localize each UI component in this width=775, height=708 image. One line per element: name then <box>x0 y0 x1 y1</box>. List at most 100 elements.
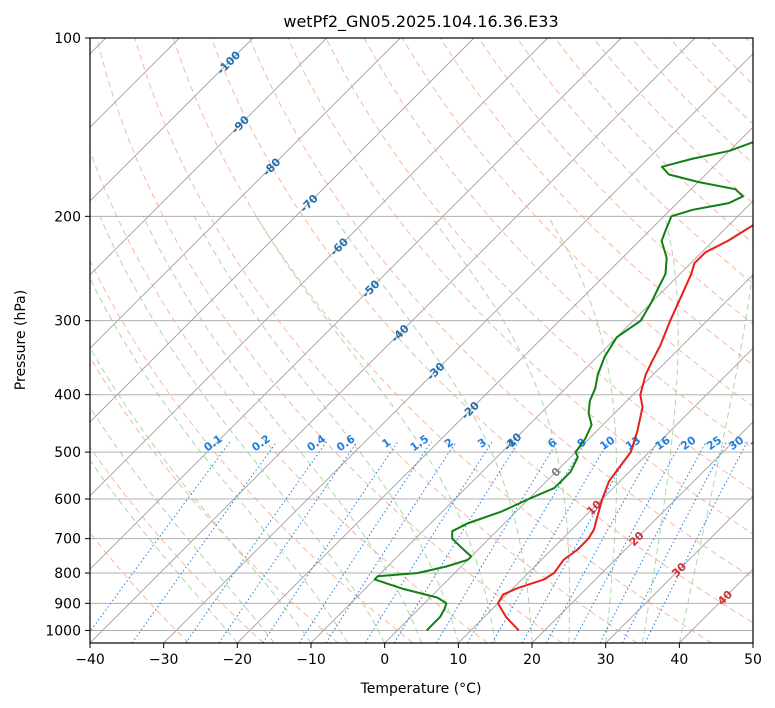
mixing-ratio-line <box>521 441 637 643</box>
dry-adiabat-line <box>707 38 753 86</box>
moist-adiabat-line <box>193 216 459 643</box>
dry-adiabat-line <box>90 356 339 643</box>
mixing-ratio-line <box>298 441 432 643</box>
mixing-ratio-label: 1.5 <box>408 432 431 454</box>
x-tick-label: −30 <box>149 652 179 668</box>
dry-adiabat-line <box>325 38 753 492</box>
mixing-ratio-line <box>364 441 493 643</box>
dry-adiabat-line <box>90 149 488 643</box>
plot-frame <box>89 37 754 644</box>
isotherm-label: -40 <box>389 322 412 345</box>
isotherm-line <box>457 347 753 643</box>
moist-adiabat-line <box>90 406 275 643</box>
x-tick-label: 0 <box>380 652 389 668</box>
isotherm-line <box>90 38 549 497</box>
mixing-ratio-line <box>325 441 457 643</box>
isotherm-line <box>90 38 475 423</box>
dry-adiabat-line <box>669 38 753 125</box>
background-lines <box>90 38 753 643</box>
moist-adiabat-line <box>90 346 312 643</box>
mixing-ratio-line <box>644 441 748 643</box>
dry-adiabat-line <box>134 38 638 643</box>
isotherm-line <box>90 38 622 570</box>
isotherm-label: -70 <box>298 192 321 215</box>
mixing-ratio-line <box>491 441 609 643</box>
isotherm-line <box>310 200 753 643</box>
dry-adiabat-line <box>516 38 753 285</box>
moist-adiabat-line <box>430 216 571 643</box>
mixing-ratio-label: 16 <box>653 433 673 453</box>
series-lines <box>373 140 753 632</box>
y-tick-label: 400 <box>54 388 81 404</box>
isotherm-line <box>236 126 753 643</box>
isotherm-label: 40 <box>715 588 735 608</box>
dry-adiabat-line <box>554 38 753 244</box>
y-axis-label: Pressure (hPa) <box>13 290 29 390</box>
x-tick-label: −40 <box>75 652 105 668</box>
x-tick-label: 50 <box>744 652 762 668</box>
mixing-ratio-line <box>262 441 399 643</box>
mixing-ratio-label: 1 <box>379 436 393 451</box>
dry-adiabat-line <box>90 259 414 643</box>
line-labels: 0.1 0.2 0.4 0.6 1 1.5 2 3 4 6 8 10 13 16 20 25 30 36-100-… <box>202 48 753 608</box>
mixing-ratio-label: 2 <box>442 436 456 451</box>
dry-adiabat-line <box>210 38 753 624</box>
isotherm-label: 0 <box>549 465 564 480</box>
isotherm-label: -10 <box>501 430 524 453</box>
y-tick-label: 300 <box>54 314 81 330</box>
mixing-ratio-label: 0.2 <box>249 432 272 454</box>
y-tick-label: 500 <box>54 445 81 461</box>
chart-title: wetPf2_GN05.2025.104.16.36.E33 <box>283 12 558 32</box>
moist-adiabat-line <box>333 216 533 643</box>
mixing-ratio-label: 10 <box>597 433 617 453</box>
moist-adiabat-line <box>90 459 238 643</box>
isotherm-label: -90 <box>229 113 252 136</box>
dry-adiabat-line <box>592 38 753 204</box>
isotherm-label: -60 <box>328 235 351 258</box>
y-tick-label: 800 <box>54 566 81 582</box>
mixing-ratio-line <box>185 441 328 643</box>
isotherm-line <box>384 274 753 643</box>
isotherm-label: -100 <box>215 48 244 77</box>
y-tick-label: 100 <box>54 31 81 47</box>
mixing-ratio-line <box>572 441 683 643</box>
mixing-ratio-label: 20 <box>678 433 698 453</box>
x-tick-label: 30 <box>597 652 615 668</box>
isotherm-label: -30 <box>424 360 447 383</box>
dry-adiabat-line <box>478 38 753 325</box>
isotherm-line <box>678 568 753 643</box>
moist-adiabat-line <box>678 266 753 643</box>
dewpoint-profile-line <box>373 140 753 632</box>
dry-adiabat-line <box>90 446 264 643</box>
isotherm-line <box>163 53 753 643</box>
mixing-ratio-line <box>131 441 278 643</box>
y-tick-label: 700 <box>54 532 81 548</box>
dry-adiabat-line <box>249 38 753 579</box>
x-axis-label: Temperature (°C) <box>360 681 482 697</box>
y-tick-label: 900 <box>54 596 81 612</box>
mixing-ratio-line <box>545 441 659 643</box>
dry-adiabat-line <box>96 38 563 643</box>
mixing-ratio-line <box>218 441 358 643</box>
moist-adiabat-line <box>99 216 386 643</box>
isotherm-line <box>752 642 753 643</box>
mixing-ratio-label: 0.1 <box>202 432 225 454</box>
y-tick-label: 1000 <box>45 623 81 639</box>
x-tick-label: −20 <box>223 652 253 668</box>
isotherm-line <box>90 38 401 349</box>
mixing-ratio-label: 3 <box>475 436 489 451</box>
mixing-ratio-label: 30 <box>726 433 746 453</box>
x-tick-label: 10 <box>449 652 467 668</box>
isotherm-label: 20 <box>627 529 647 549</box>
mixing-ratio-line <box>467 441 587 643</box>
mixing-ratio-label: 0.6 <box>334 432 358 454</box>
mixing-ratio-line <box>393 441 520 643</box>
y-tick-label: 200 <box>54 209 81 225</box>
dry-adiabat-line <box>439 38 753 366</box>
isotherm-label: 30 <box>669 560 689 580</box>
temperature-profile-line <box>497 224 753 632</box>
dry-adiabat-line <box>172 38 712 643</box>
axis-ticks: −40 −30 −20 −10 0 10 20 30 40 5010020030040050060… <box>45 31 762 668</box>
moist-adiabat-line <box>142 216 422 643</box>
